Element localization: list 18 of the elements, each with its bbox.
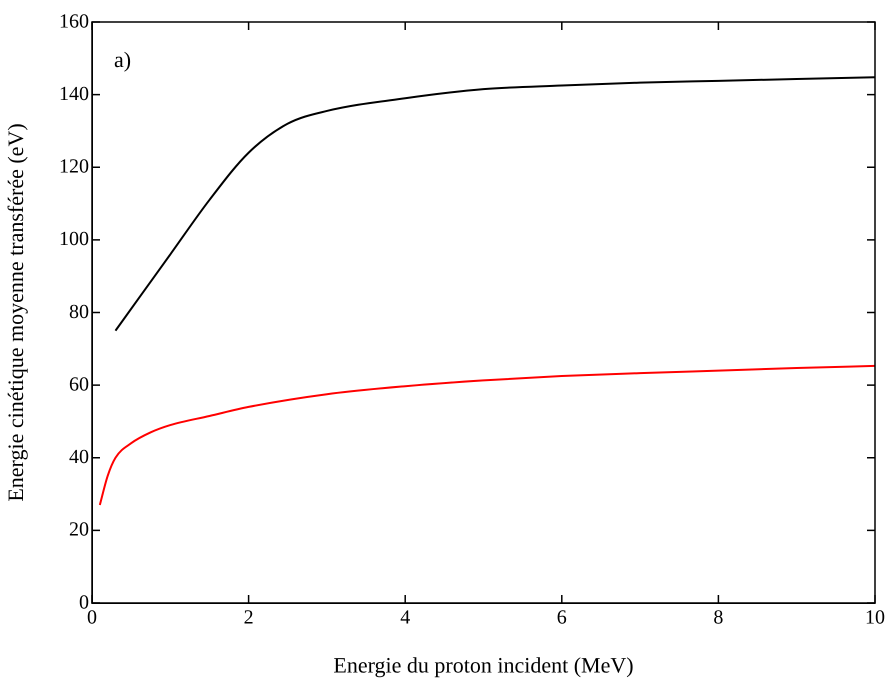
- x-tick-label: 4: [400, 606, 410, 628]
- x-tick-label: 2: [244, 606, 254, 628]
- line-series: [98, 364, 875, 506]
- y-tick-label: 120: [59, 156, 89, 178]
- y-tick-label: 80: [69, 300, 89, 323]
- y-axis-title: Energie cinétique moyenne transférée (eV): [2, 123, 28, 502]
- x-axis-title: Energie du proton incident (MeV): [333, 652, 634, 678]
- x-tick-label: 8: [713, 606, 724, 628]
- y-tick-label: 160: [59, 10, 89, 32]
- x-tick-label: 10: [865, 606, 885, 628]
- y-tick-label: 140: [59, 82, 89, 105]
- y-tick-label: 60: [69, 373, 89, 396]
- x-tick-label: 6: [556, 606, 567, 628]
- y-tick-label: 40: [69, 446, 89, 468]
- y-tick-label: 100: [59, 228, 89, 250]
- y-tick-label: 20: [69, 518, 89, 541]
- annotation: a): [114, 46, 132, 72]
- y-tick-label: 0: [79, 591, 89, 614]
